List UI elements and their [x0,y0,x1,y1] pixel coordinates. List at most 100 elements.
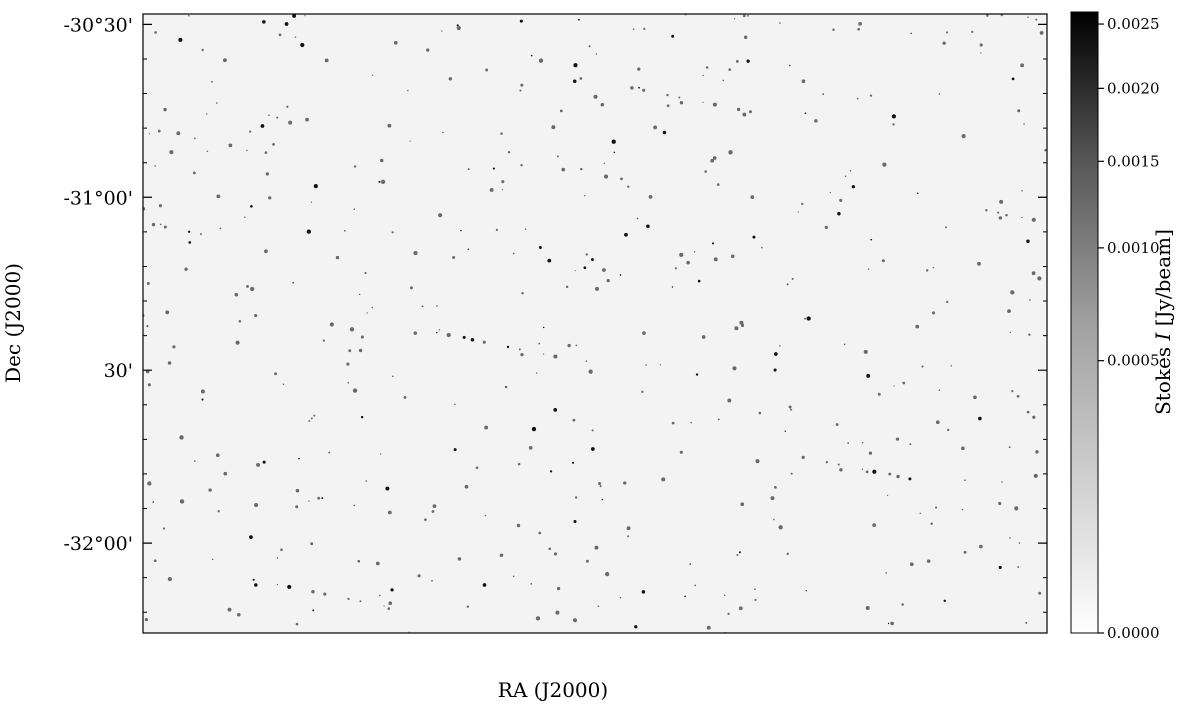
background-source [206,113,208,115]
background-source [740,323,745,328]
background-source [188,241,192,244]
background-source [464,484,469,489]
background-source [686,260,690,265]
background-source [598,482,602,486]
background-source [553,552,557,556]
background-source [867,268,870,270]
background-source [623,481,627,485]
background-source [572,79,577,84]
background-source [950,365,953,367]
background-source [909,443,912,446]
background-source [653,125,658,130]
background-source [462,335,466,339]
background-source [730,254,735,259]
background-source [475,466,479,470]
background-source [778,525,783,530]
background-source [619,274,622,276]
background-source [998,216,1003,220]
background-source [538,342,541,345]
background-source [206,150,209,153]
background-source [572,618,578,623]
background-source [961,508,964,511]
background-source [1017,566,1020,569]
background-source [602,268,606,272]
background-source [216,102,218,104]
background-source [786,552,789,555]
background-source [328,451,331,454]
background-source [306,229,311,234]
background-source [641,390,644,393]
background-source [797,211,799,213]
background-source [591,258,594,262]
background-source [152,501,155,504]
background-source [998,501,1002,506]
background-source [1035,18,1038,21]
background-source [1029,299,1031,301]
background-source [921,365,924,368]
background-source [979,544,983,549]
background-source [712,102,717,107]
background-source [1031,217,1036,222]
background-source [643,27,646,31]
background-source [790,472,793,475]
background-source [256,462,260,467]
background-source [742,112,747,117]
background-source [805,590,807,592]
background-source [1021,189,1023,192]
background-source [863,349,868,354]
background-source [169,150,174,155]
background-source [393,40,398,45]
background-source [869,94,873,97]
background-source [1018,542,1020,544]
background-source [282,383,285,386]
background-source [743,35,748,39]
background-source [611,139,616,144]
background-source [630,86,634,90]
background-source [235,340,240,345]
background-source [448,77,453,81]
background-source [407,89,409,92]
background-source [734,326,739,331]
background-source [246,149,248,152]
background-source [977,261,981,266]
colorbar-title-stokes-i: I [1151,332,1175,342]
background-source [1031,271,1036,276]
background-source [553,408,558,412]
background-source [268,196,272,200]
background-source [671,421,675,425]
background-source [520,83,524,87]
background-source [909,562,914,567]
background-source [887,622,890,625]
background-source [861,468,864,470]
background-source [844,175,847,177]
colorbar-tick-label: 0.0010 [1107,239,1160,257]
background-source [998,565,1002,570]
background-source [728,150,733,155]
background-source [999,199,1004,204]
background-source [410,286,413,290]
background-source [288,120,293,125]
background-source [1025,621,1028,624]
background-source [167,576,172,582]
background-source [542,353,545,355]
background-source [930,522,933,525]
background-source [524,228,527,230]
background-source [1028,333,1031,336]
background-source [666,93,669,97]
background-source [324,58,329,63]
background-source [521,292,524,295]
background-source [507,150,511,154]
background-source [460,229,462,232]
background-source [711,242,715,245]
background-source [244,216,246,218]
background-source [739,320,744,325]
background-source [467,168,470,171]
background-source [866,373,871,378]
axis-ticks [143,23,1047,613]
background-source [254,313,258,318]
background-source [504,385,508,389]
background-source [758,411,762,415]
background-source [575,344,578,347]
background-source [388,601,393,606]
background-source [378,180,381,183]
